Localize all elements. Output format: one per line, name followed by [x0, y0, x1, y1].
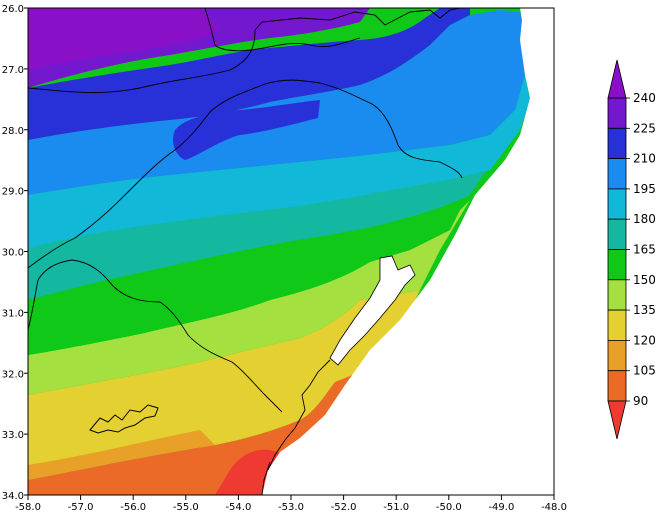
colorbar-swatch — [607, 309, 627, 341]
south-coast-outline — [261, 359, 331, 495]
x-tick-label: -52.0 — [331, 502, 357, 513]
x-tick-label: -56.0 — [120, 502, 146, 513]
y-tick-label: 30.0 — [2, 248, 24, 259]
colorbar-swatch — [607, 97, 627, 129]
colorbar-label: 210 — [633, 152, 656, 166]
colorbar-label: 225 — [633, 121, 656, 135]
colorbar-label: 180 — [633, 212, 656, 226]
band-120-135 — [28, 290, 420, 480]
colorbar-swatch — [607, 188, 627, 220]
y-tick-label: 26.0 — [2, 4, 24, 15]
x-tick-label: -57.0 — [68, 502, 94, 513]
band-above-240 — [28, 8, 220, 70]
colorbar-label: 195 — [633, 182, 656, 196]
colorbar-swatch — [607, 218, 627, 250]
colorbar-label: 120 — [633, 333, 656, 347]
x-axis: -58.0 -57.0 -56.0 -55.0 -54.0 -53.0 -52.0 -51.0… — [15, 495, 567, 513]
ocean-mask — [262, 8, 554, 495]
y-tick-label: 32.0 — [2, 369, 24, 380]
y-tick-label: 34.0 — [2, 491, 24, 502]
contour-field — [28, 8, 554, 495]
colorbar-swatch — [607, 370, 627, 402]
colorbar-label: 135 — [633, 303, 656, 317]
y-axis: 26.0 27.0 28.0 29.0 30.0 31.0 32.0 33.0 34.0 — [2, 4, 28, 502]
colorbar-swatch — [607, 339, 627, 372]
colorbar-cap-above — [607, 59, 627, 99]
x-tick-label: -58.0 — [15, 502, 41, 513]
x-tick-label: -48.0 — [541, 502, 567, 513]
y-tick-label: 28.0 — [2, 126, 24, 137]
colorbar-label: 150 — [633, 273, 656, 287]
colorbar: 240 225 210 195 180 165 150 135 120 105 90 — [607, 59, 656, 440]
y-tick-label: 31.0 — [2, 308, 24, 319]
colorbar-swatch — [607, 127, 627, 160]
colorbar-swatch — [607, 279, 627, 311]
band-180-195 — [28, 75, 530, 248]
x-tick-label: -51.0 — [383, 502, 409, 513]
y-tick-label: 27.0 — [2, 65, 24, 76]
y-tick-label: 33.0 — [2, 430, 24, 441]
reservoir — [89, 404, 159, 434]
band-105-120 — [28, 430, 215, 480]
x-tick-label: -53.0 — [278, 502, 304, 513]
lagoon — [329, 255, 416, 366]
colorbar-label: 90 — [633, 394, 648, 408]
colorbar-cap-below — [607, 400, 627, 440]
colorbar-swatch — [607, 158, 627, 190]
colorbar-label: 165 — [633, 243, 656, 257]
x-tick-label: -49.0 — [488, 502, 514, 513]
colorbar-label: 105 — [633, 364, 656, 378]
x-tick-label: -55.0 — [173, 502, 199, 513]
colorbar-label: 240 — [633, 91, 656, 105]
band-150-165 — [28, 90, 554, 495]
band-135-150 — [28, 200, 470, 395]
x-tick-label: -54.0 — [225, 502, 251, 513]
band-210-225-lobe — [173, 100, 320, 160]
state-boundaries — [28, 8, 463, 413]
colorbar-swatch — [607, 249, 627, 281]
x-tick-label: -50.0 — [436, 502, 462, 513]
y-tick-label: 29.0 — [2, 187, 24, 198]
band-210-225 — [28, 8, 470, 140]
band-165-180 — [28, 130, 520, 300]
